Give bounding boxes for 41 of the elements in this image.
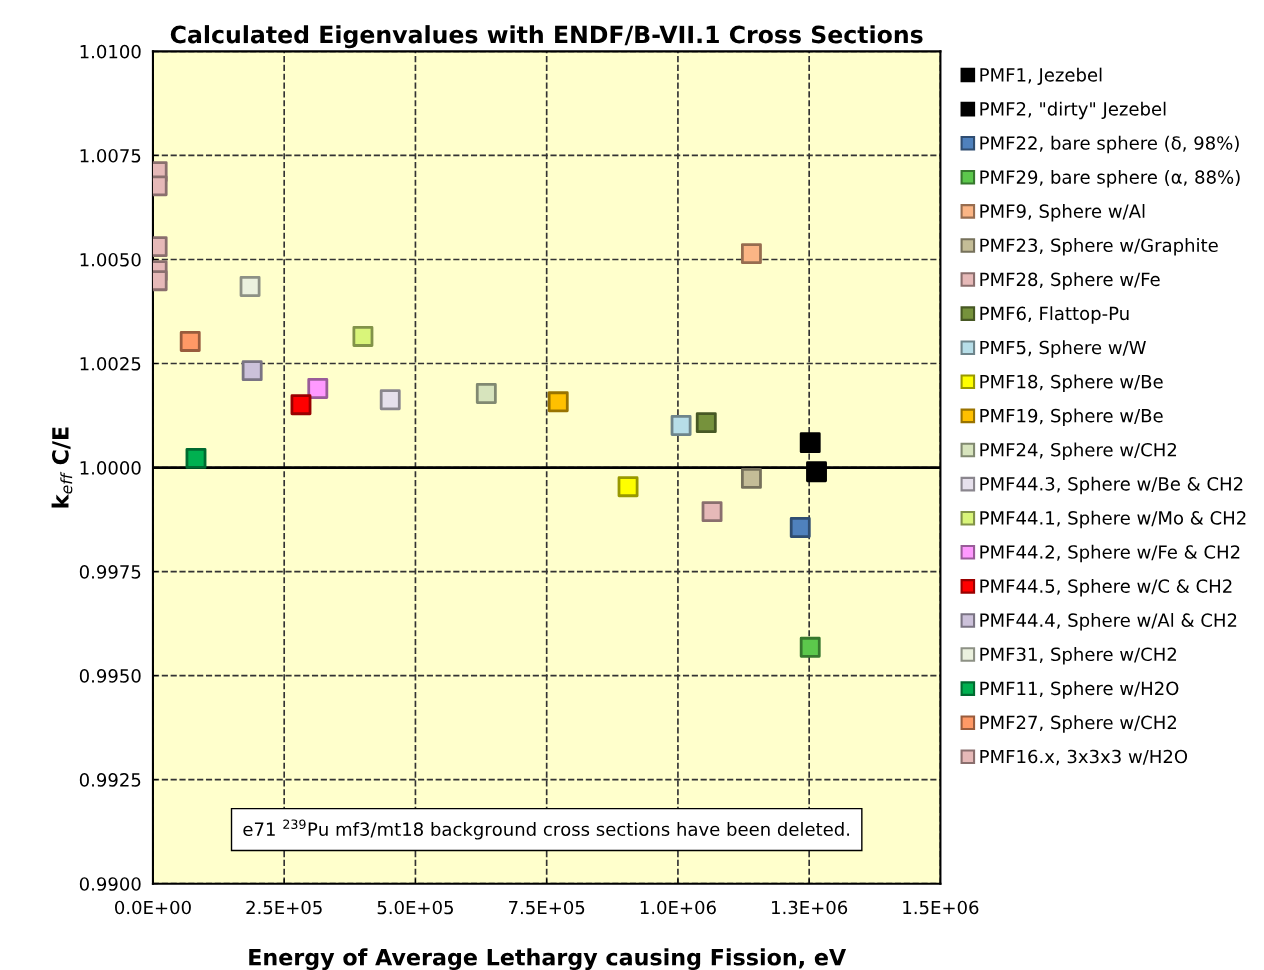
legend-label: PMF44.2, Sphere w/Fe & CH2 [980, 544, 1240, 563]
x-tick-label: 1.5E+06 [903, 900, 979, 915]
x-tick-label: 2.5E+05 [246, 900, 322, 915]
x-axis-title: Energy of Average Lethargy causing Fission, eV [249, 948, 847, 970]
legend-label: PMF23, Sphere w/Graphite [980, 238, 1218, 256]
legend-label: PMF19, Sphere w/Be [980, 408, 1163, 426]
y-tick-label: 0.9925 [79, 773, 141, 787]
legend-label: PMF11, Sphere w/H2O [980, 681, 1179, 699]
legend-label: PMF29, bare sphere (α, 88%) [980, 169, 1240, 188]
legend-label: PMF31, Sphere w/CH2 [980, 647, 1177, 665]
y-tick-label: 0.9975 [79, 565, 141, 579]
legend-label: PMF24, Sphere w/CH2 [980, 442, 1177, 461]
x-tick-label: 1.0E+06 [640, 900, 716, 915]
legend-label: PMF44.4, Sphere w/Al & CH2 [980, 613, 1237, 631]
x-tick-label: 5.0E+05 [377, 900, 453, 915]
legend-label: PMF6, Flattop-Pu [980, 306, 1129, 324]
legend-label: PMF28, Sphere w/Fe [980, 272, 1160, 290]
y-axis-title: k$_{eff}$ C/E [51, 427, 73, 508]
annotation: e71 $^{239}$Pu mf3/mt18 background cross sections have been deleted. [243, 819, 850, 840]
legend-label: PMF22, bare sphere (δ, 98%) [980, 135, 1239, 154]
y-tick-label: 1.0075 [80, 148, 141, 163]
legend-label: PMF44.1, Sphere w/Mo & CH2 [980, 510, 1246, 529]
legend-label: PMF44.5, Sphere w/C & CH2 [980, 578, 1232, 597]
y-tick-label: 1.0050 [80, 252, 141, 267]
legend-label: PMF2, "dirty" Jezebel [980, 101, 1166, 120]
legend-label: PMF5, Sphere w/W [980, 340, 1146, 358]
legend-label: PMF44.3, Sphere w/Be & CH2 [980, 476, 1243, 495]
x-tick-label: 1.3E+06 [772, 900, 848, 915]
x-tick-label: 0.0E+00 [115, 900, 191, 915]
y-tick-label: 1.0100 [80, 44, 141, 59]
y-tick-label: 0.9900 [79, 877, 141, 891]
chart-title: Calculated Eigenvalues with ENDF/B-VII.1 Cross Sections [170, 25, 923, 49]
x-tick-label: 7.5E+05 [509, 900, 585, 915]
y-tick-label: 0.9950 [79, 669, 141, 683]
legend-label: PMF16.x, 3x3x3 w/H2O [980, 749, 1188, 766]
legend-label: PMF27, Sphere w/CH2 [980, 715, 1177, 733]
legend-label: PMF1, Jezebel [980, 67, 1102, 85]
legend-label: PMF18, Sphere w/Be [980, 374, 1163, 392]
y-tick-label: 1.0000 [80, 461, 141, 475]
legend-label: PMF9, Sphere w/Al [980, 204, 1145, 222]
y-tick-label: 1.0025 [80, 356, 141, 371]
